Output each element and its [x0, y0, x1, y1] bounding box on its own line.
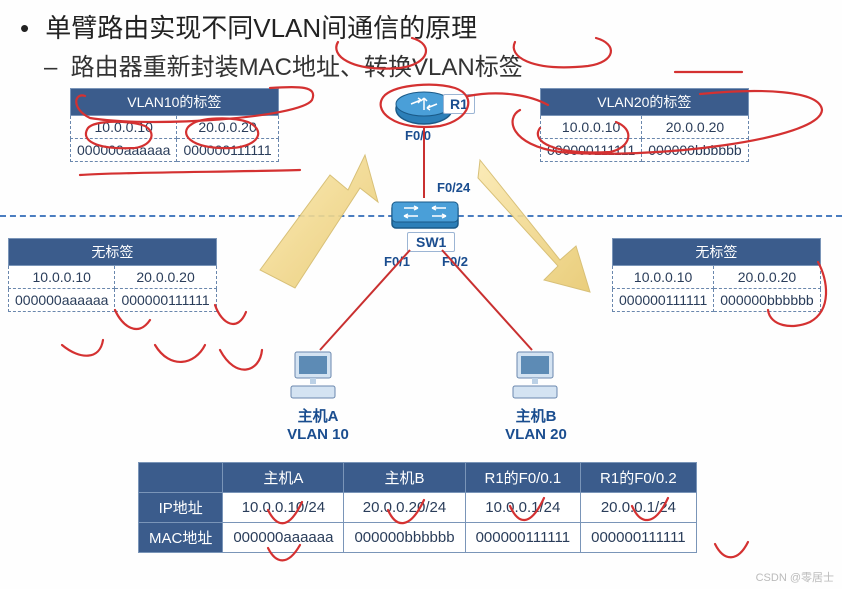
notag-right-header: 无标签	[613, 239, 821, 266]
vlan10-tag-table: VLAN10的标签 10.0.0.10 20.0.0.20 000000aaaa…	[70, 88, 279, 162]
main-th-r102: R1的F0/0.2	[581, 463, 697, 493]
diagram-canvas: R1 F0/0 SW1 F0/24 F0/1 F0/2 主机A VLAN 10 …	[0, 70, 842, 589]
main-r102-mac: 000000111111	[581, 523, 697, 553]
main-hostB-ip: 20.0.0.20/24	[344, 493, 465, 523]
watermark: CSDN @零居士	[756, 569, 834, 585]
main-r101-ip: 10.0.0.1/24	[465, 493, 581, 523]
notag-left-mac-src: 000000aaaaaa	[9, 289, 115, 312]
main-hostA-mac: 000000aaaaaa	[223, 523, 344, 553]
notag-left-mac-dst: 000000111111	[115, 289, 216, 312]
main-hostA-ip: 10.0.0.10/24	[223, 493, 344, 523]
notag-left-header: 无标签	[9, 239, 217, 266]
bullet-icon: •	[20, 13, 38, 44]
page-title: • 单臂路由实现不同VLAN间通信的原理	[0, 0, 842, 45]
main-r101-mac: 000000111111	[465, 523, 581, 553]
vlan20-mac-src: 000000111111	[541, 139, 642, 162]
title-text: 单臂路由实现不同VLAN间通信的原理	[45, 13, 477, 43]
notag-right-ip-src: 10.0.0.10	[613, 266, 714, 289]
vlan10-ip-src: 10.0.0.10	[71, 116, 177, 139]
notag-left-table: 无标签 10.0.0.10 20.0.0.20 000000aaaaaa 000…	[8, 238, 217, 312]
notag-left-ip-src: 10.0.0.10	[9, 266, 115, 289]
vlan20-mac-dst: 000000bbbbbb	[642, 139, 748, 162]
vlan10-mac-src: 000000aaaaaa	[71, 139, 177, 162]
main-addressing-table: 主机A 主机B R1的F0/0.1 R1的F0/0.2 IP地址 10.0.0.…	[138, 462, 697, 553]
main-th-blank	[139, 463, 223, 493]
vlan10-mac-dst: 000000111111	[177, 139, 278, 162]
vlan20-tag-table: VLAN20的标签 10.0.0.10 20.0.0.20 0000001111…	[540, 88, 749, 162]
main-row-mac-label: MAC地址	[139, 523, 223, 553]
main-row-ip-label: IP地址	[139, 493, 223, 523]
notag-right-mac-dst: 000000bbbbbb	[714, 289, 820, 312]
notag-right-mac-src: 000000111111	[613, 289, 714, 312]
vlan20-ip-src: 10.0.0.10	[541, 116, 642, 139]
main-hostB-mac: 000000bbbbbb	[344, 523, 465, 553]
vlan10-tag-header: VLAN10的标签	[71, 89, 279, 116]
vlan10-ip-dst: 20.0.0.20	[177, 116, 278, 139]
notag-right-table: 无标签 10.0.0.10 20.0.0.20 000000111111 000…	[612, 238, 821, 312]
vlan20-tag-header: VLAN20的标签	[541, 89, 749, 116]
main-r102-ip: 20.0.0.1/24	[581, 493, 697, 523]
notag-left-ip-dst: 20.0.0.20	[115, 266, 216, 289]
vlan20-ip-dst: 20.0.0.20	[642, 116, 748, 139]
main-th-r101: R1的F0/0.1	[465, 463, 581, 493]
main-th-hostA: 主机A	[223, 463, 344, 493]
main-th-hostB: 主机B	[344, 463, 465, 493]
notag-right-ip-dst: 20.0.0.20	[714, 266, 820, 289]
